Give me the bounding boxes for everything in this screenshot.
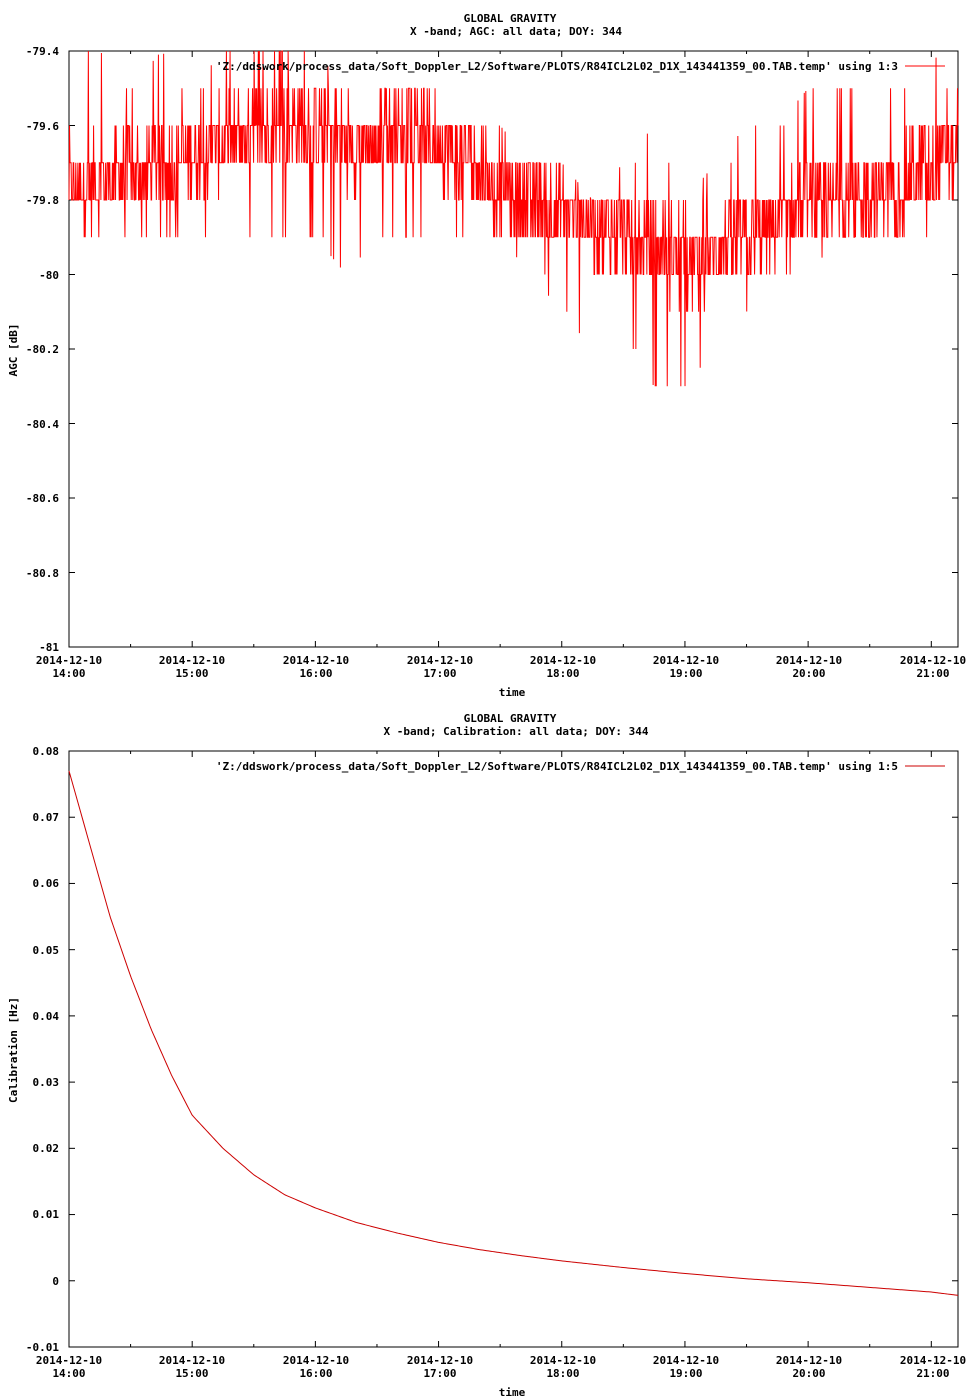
cal-y-tick-label: 0.02 — [33, 1142, 60, 1155]
agc-x-tick-time: 19:00 — [669, 667, 702, 680]
cal-y-axis-label: Calibration [Hz] — [7, 997, 20, 1103]
agc-chart-title: GLOBAL GRAVITY — [464, 12, 557, 25]
agc-y-tick-label: -79.4 — [26, 45, 59, 58]
agc-x-tick-date: 2014-12-10 — [900, 654, 966, 667]
cal-x-tick-date: 2014-12-10 — [653, 1354, 719, 1367]
cal-x-tick-time: 17:00 — [423, 1367, 456, 1380]
cal-y-tick-label: 0.07 — [33, 811, 60, 824]
agc-y-tick-label: -80.6 — [26, 492, 59, 505]
agc-chart-subtitle: X -band; AGC: all data; DOY: 344 — [410, 25, 622, 38]
agc-y-tick-label: -80.2 — [26, 343, 59, 356]
calibration-series — [68, 770, 959, 1296]
cal-y-tick-label: 0.08 — [33, 745, 60, 758]
cal-x-axis-label: time — [499, 1386, 526, 1399]
cal-x-tick-time: 19:00 — [669, 1367, 702, 1380]
cal-x-axis: 2014-12-10 14:00 2014-12-10 15:00 2014-1… — [36, 1354, 966, 1380]
cal-x-tick-date: 2014-12-10 — [283, 1354, 349, 1367]
cal-x-tick-time: 14:00 — [52, 1367, 85, 1380]
cal-y-tick-label: 0 — [52, 1275, 59, 1288]
agc-series-line — [68, 50, 959, 387]
cal-y-tick-label: -0.01 — [26, 1341, 59, 1354]
agc-x-tick-time: 14:00 — [52, 667, 85, 680]
cal-x-tick-date: 2014-12-10 — [159, 1354, 225, 1367]
agc-x-tick-time: 20:00 — [792, 667, 825, 680]
cal-chart-title: GLOBAL GRAVITY — [464, 712, 557, 725]
agc-plot-frame — [68, 50, 959, 648]
cal-y-tick-label: 0.03 — [33, 1076, 60, 1089]
agc-y-axis-label: AGC [dB] — [7, 324, 20, 377]
cal-x-tick-time: 15:00 — [175, 1367, 208, 1380]
cal-x-tick-date: 2014-12-10 — [776, 1354, 842, 1367]
cal-y-tick-label: 0.05 — [33, 944, 60, 957]
agc-x-tick-date: 2014-12-10 — [36, 654, 102, 667]
cal-x-tick-date: 2014-12-10 — [900, 1354, 966, 1367]
agc-x-tick-time: 15:00 — [175, 667, 208, 680]
agc-x-tick-date: 2014-12-10 — [159, 654, 225, 667]
agc-x-tick-date: 2014-12-10 — [407, 654, 473, 667]
cal-x-tick-date: 2014-12-10 — [530, 1354, 596, 1367]
agc-x-tick-time: 18:00 — [546, 667, 579, 680]
cal-x-tick-time: 18:00 — [546, 1367, 579, 1380]
agc-legend-label: 'Z:/ddswork/process_data/Soft_Doppler_L2… — [216, 60, 898, 73]
agc-x-tick-time: 17:00 — [423, 667, 456, 680]
agc-y-tick-label: -79.8 — [26, 194, 59, 207]
agc-series — [68, 50, 959, 387]
agc-x-tick-date: 2014-12-10 — [653, 654, 719, 667]
cal-x-tick-time: 16:00 — [299, 1367, 332, 1380]
agc-x-tick-time: 21:00 — [916, 667, 949, 680]
agc-y-axis: -79.4 -79.6 -79.8 -80 -80.2 -80.4 -80.6 … — [26, 45, 59, 654]
agc-x-tick-time: 16:00 — [299, 667, 332, 680]
cal-x-tick-date: 2014-12-10 — [36, 1354, 102, 1367]
agc-y-tick-label: -80 — [39, 269, 59, 282]
agc-y-tick-label: -79.6 — [26, 120, 59, 133]
cal-plot-frame — [68, 750, 959, 1348]
agc-y-tick-label: -80.4 — [26, 418, 59, 431]
cal-y-tick-label: 0.04 — [33, 1010, 60, 1023]
cal-x-tick-date: 2014-12-10 — [407, 1354, 473, 1367]
cal-y-axis: 0.08 0.07 0.06 0.05 0.04 0.03 0.02 0.01 … — [26, 745, 59, 1354]
cal-x-tick-time: 20:00 — [792, 1367, 825, 1380]
agc-y-tick-label: -80.8 — [26, 567, 59, 580]
agc-y-tick-label: -81 — [39, 641, 59, 654]
cal-chart-subtitle: X -band; Calibration: all data; DOY: 344 — [384, 725, 649, 738]
agc-x-axis-label: time — [499, 686, 526, 699]
agc-x-tick-date: 2014-12-10 — [530, 654, 596, 667]
cal-y-tick-label: 0.06 — [33, 877, 60, 890]
agc-x-tick-date: 2014-12-10 — [283, 654, 349, 667]
cal-y-tick-label: 0.01 — [33, 1208, 60, 1221]
calibration-series-line — [68, 770, 959, 1296]
agc-chart: GLOBAL GRAVITY X -band; AGC: all data; D… — [7, 12, 966, 699]
cal-legend-label: 'Z:/ddswork/process_data/Soft_Doppler_L2… — [216, 760, 898, 773]
agc-x-axis: 2014-12-10 14:00 2014-12-10 15:00 2014-1… — [36, 654, 966, 680]
cal-x-tick-time: 21:00 — [916, 1367, 949, 1380]
agc-x-tick-date: 2014-12-10 — [776, 654, 842, 667]
calibration-chart: GLOBAL GRAVITY X -band; Calibration: all… — [7, 712, 966, 1399]
